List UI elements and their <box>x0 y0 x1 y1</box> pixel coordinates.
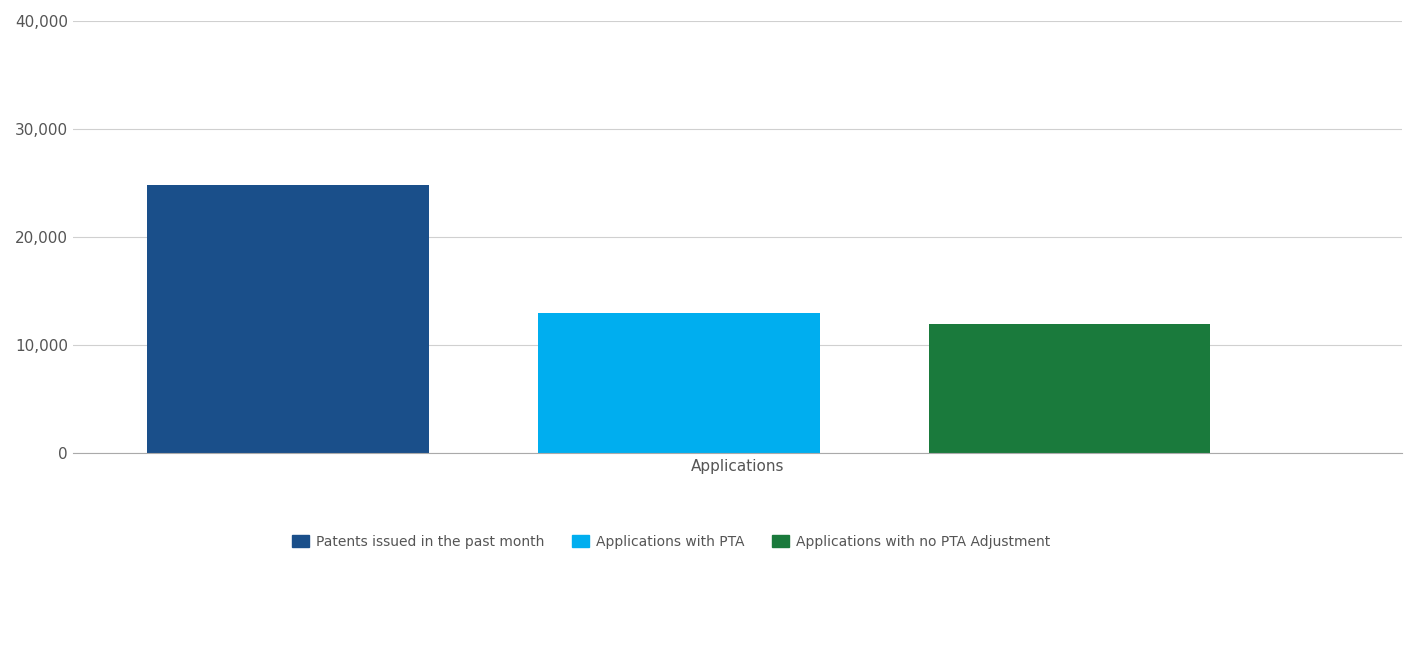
X-axis label: Applications: Applications <box>690 459 784 474</box>
Bar <box>930 323 1210 453</box>
Legend: Patents issued in the past month, Applications with PTA, Applications with no PT: Patents issued in the past month, Applic… <box>286 529 1056 554</box>
Bar <box>147 185 429 453</box>
Bar <box>538 313 819 453</box>
